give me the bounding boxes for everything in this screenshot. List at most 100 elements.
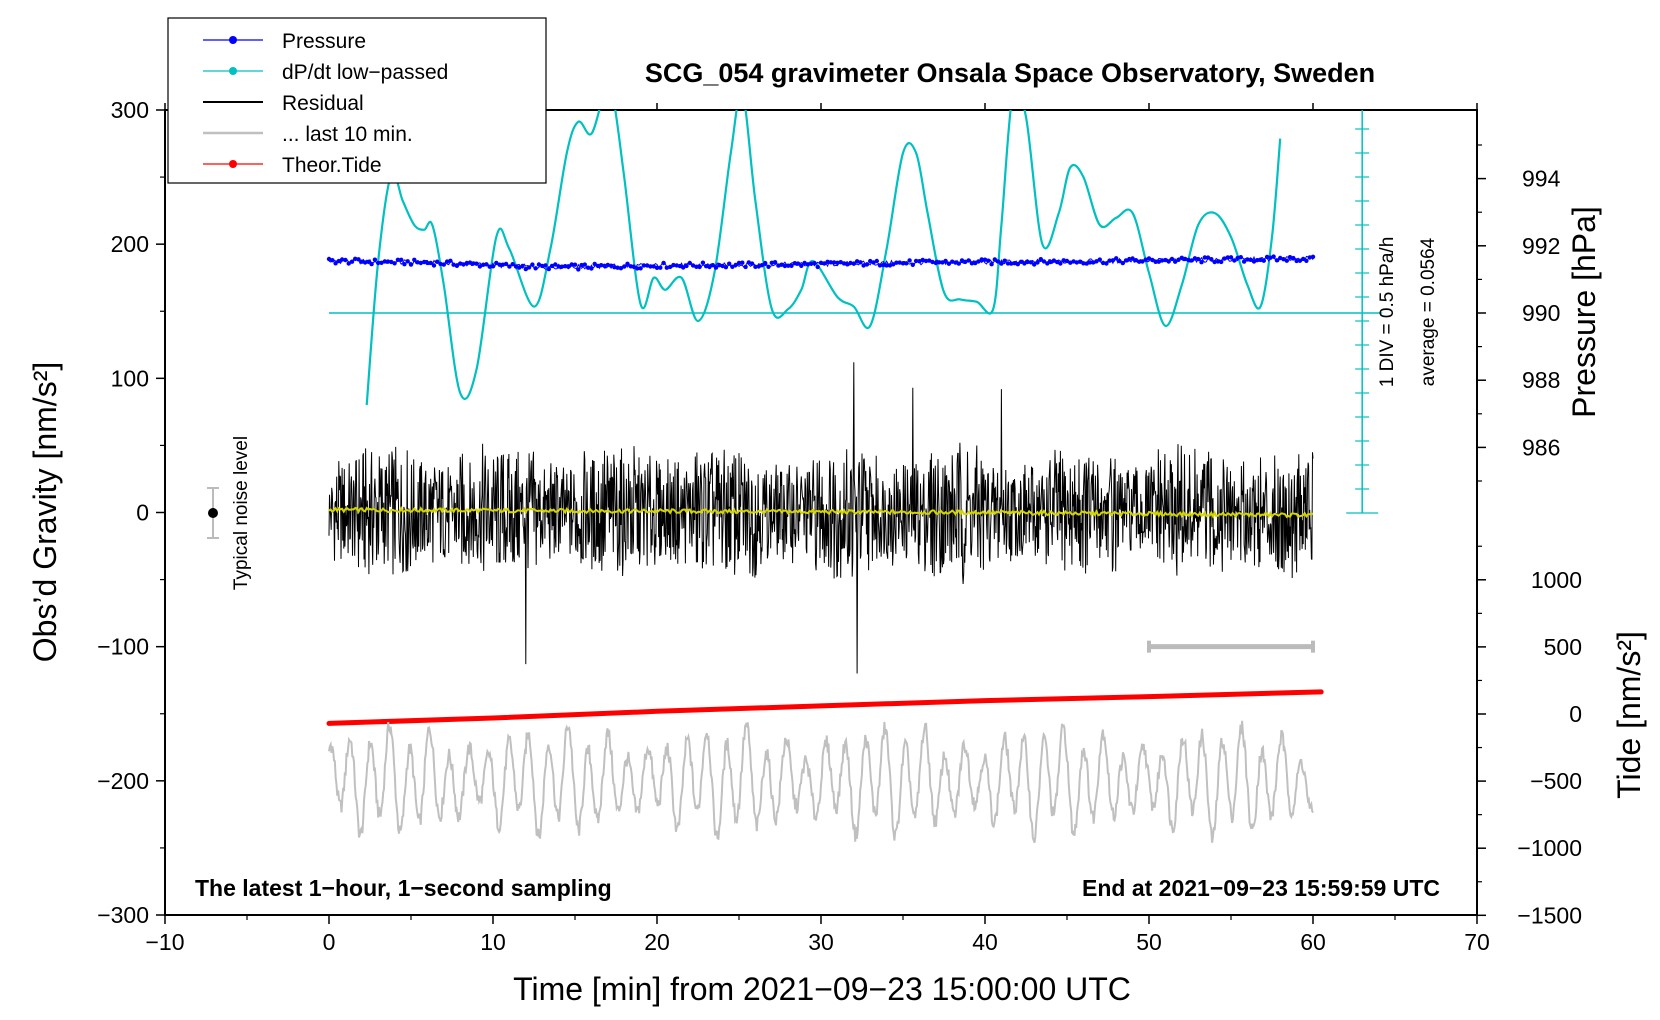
pressure-point (736, 260, 742, 266)
pressure-point (1002, 258, 1007, 263)
pressure-point (454, 263, 460, 268)
pressure-point (845, 262, 850, 267)
pressure-point (1120, 260, 1126, 266)
pressure-point (1150, 257, 1155, 263)
pressure-point (969, 261, 975, 266)
pressure-point (1087, 260, 1093, 265)
x-tick-label: 20 (644, 929, 670, 955)
pressure-point (740, 260, 745, 265)
pressure-point (795, 261, 801, 266)
pressure-point (490, 264, 496, 269)
pressure-point (658, 265, 663, 270)
pressure-point (831, 260, 837, 265)
pressure-point (818, 260, 824, 265)
pressure-point (333, 261, 338, 266)
x-tick-label: 70 (1464, 929, 1490, 955)
pressure-point (884, 263, 889, 268)
pressure-point (917, 259, 922, 264)
pressure-point (592, 261, 597, 267)
legend-label-residual: Residual (282, 92, 364, 115)
y-tick-label: 100 (111, 365, 149, 391)
pressure-point (1025, 259, 1030, 265)
last10-series (328, 720, 1314, 844)
pressure-point (556, 264, 561, 269)
pressure-point (772, 260, 778, 265)
pressure-point (1130, 256, 1135, 261)
pressure-point (566, 264, 571, 269)
pressure-point (713, 265, 719, 270)
tide-series (326, 689, 1324, 726)
pressure-point (1241, 259, 1247, 264)
pressure-point (838, 260, 843, 265)
pressure-point (907, 258, 912, 263)
pressure-point (635, 266, 640, 271)
pressure-point (1117, 258, 1122, 264)
pressure-point (615, 265, 620, 270)
pressure-point (1143, 257, 1148, 262)
pressure-point (546, 266, 551, 272)
pressure-point (1304, 258, 1309, 263)
pressure-point (395, 257, 401, 262)
pressure-point (1163, 257, 1168, 263)
pressure-point (959, 258, 965, 263)
pressure-point (805, 262, 811, 267)
pressure-point (1219, 259, 1224, 265)
pressure-point (1228, 255, 1234, 260)
pressure-point (910, 262, 915, 267)
tide-line (326, 689, 1324, 726)
legend-item-pressure: Pressure (203, 30, 366, 53)
pressure-point (366, 259, 371, 264)
pressure-point (1146, 256, 1152, 261)
pressure-point (399, 257, 404, 262)
pressure-point (1064, 258, 1070, 264)
pressure-point (464, 260, 469, 266)
pressure-point (763, 260, 768, 266)
pressure-point (1264, 254, 1270, 260)
pressure-point (864, 262, 870, 267)
pressure-point (553, 262, 558, 267)
y-tick-label: 200 (111, 231, 149, 257)
pressure-point (871, 260, 876, 265)
pressure-point (1176, 257, 1181, 262)
pressure-point (1081, 261, 1086, 266)
pressure-point (766, 264, 771, 269)
x-tick-label: 50 (1136, 929, 1162, 955)
pressure-point (572, 262, 578, 267)
pressure-point (756, 264, 761, 269)
pressure-point (936, 260, 942, 265)
pressure-point (1284, 258, 1290, 263)
noise-indicator: Typical noise level (207, 436, 252, 590)
x-tick-label: 30 (808, 929, 834, 955)
pressure-point (408, 262, 414, 267)
pressure-point (881, 262, 886, 268)
pressure-point (467, 260, 473, 265)
pressure-point (687, 260, 692, 266)
pressure-point (1140, 259, 1145, 264)
pressure-point (1307, 255, 1312, 260)
pressure-point (618, 266, 624, 271)
pressure-point (605, 262, 610, 268)
tide-tick-label: 500 (1544, 634, 1582, 660)
pressure-point (412, 257, 417, 262)
x-tick-label: 0 (323, 929, 336, 955)
pressure-point (989, 262, 994, 267)
pressure-point (854, 259, 860, 264)
pressure-point (976, 259, 981, 264)
pressure-point (868, 258, 873, 264)
pressure-point (631, 264, 637, 270)
pressure-point (789, 263, 794, 268)
pressure-point (500, 262, 505, 267)
pressure-point (336, 258, 341, 264)
pressure-point (1182, 256, 1188, 262)
pressure-point (769, 260, 774, 265)
chart-title: SCG_054 gravimeter Onsala Space Observat… (645, 58, 1375, 88)
pressure-point (782, 263, 788, 269)
y-tick-label: 300 (111, 97, 149, 123)
pressure-point (1061, 258, 1066, 263)
pressure-point (963, 259, 968, 264)
pressure-point (1051, 258, 1057, 263)
pressure-point (1009, 261, 1014, 266)
residual-mean-line (328, 505, 1314, 519)
pressure-point (484, 262, 489, 267)
pressure-point (585, 265, 591, 270)
